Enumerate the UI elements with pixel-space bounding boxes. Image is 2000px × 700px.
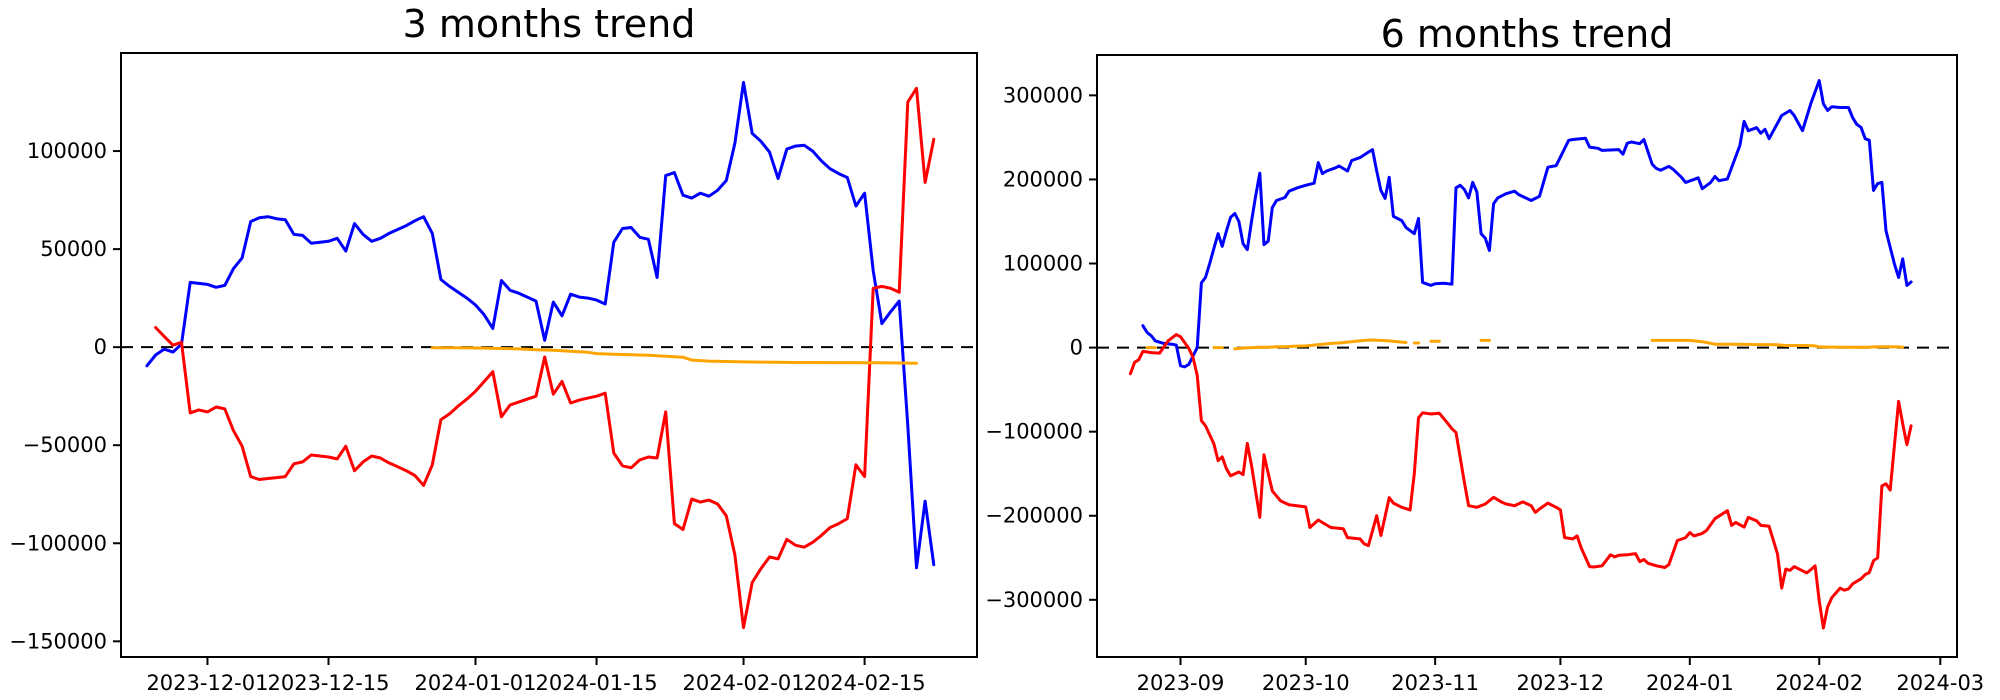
x-tick-label-6-months: 2023-11	[1391, 671, 1479, 695]
orange-series-line-6-months	[1233, 338, 1408, 351]
y-tick-label-3-months: −150000	[9, 629, 107, 653]
x-tick-label-6-months: 2023-10	[1262, 671, 1350, 695]
y-tick-label-6-months: 200000	[1003, 167, 1083, 191]
x-tick-label-6-months: 2024-02	[1775, 671, 1863, 695]
y-tick-label-3-months: −100000	[9, 531, 107, 555]
red-series-line-6-months	[1128, 333, 1913, 630]
x-tick-label-3-months: 2023-12-01	[146, 671, 268, 695]
orange-series-line-3-months	[430, 346, 918, 365]
x-tick-label-3-months: 2024-01-15	[536, 671, 658, 695]
x-tick-label-6-months: 2023-09	[1137, 671, 1225, 695]
blue-series-line-6-months	[1141, 79, 1913, 369]
x-tick-label-3-months: 2024-02-01	[683, 671, 805, 695]
y-tick-label-3-months: 100000	[27, 139, 107, 163]
x-tick-label-6-months: 2024-01	[1646, 671, 1734, 695]
chart-title-6-months: 6 months trend	[1380, 12, 1674, 56]
y-tick-label-6-months: 100000	[1003, 252, 1083, 276]
x-tick-label-3-months: 2023-12-15	[267, 671, 389, 695]
y-tick-label-6-months: −100000	[985, 420, 1083, 444]
orange-series-line-6-months	[1650, 338, 1905, 349]
red-series-line-3-months	[154, 86, 936, 630]
y-tick-label-6-months: −200000	[985, 504, 1083, 528]
chart-title-3-months: 3 months trend	[402, 2, 696, 46]
axes-frame-3-months	[120, 52, 978, 658]
axes-frame-6-months	[1096, 54, 1958, 658]
y-tick-label-3-months: −50000	[23, 433, 107, 457]
y-tick-label-3-months: 0	[94, 335, 107, 359]
blue-series-line-3-months	[145, 80, 936, 570]
x-tick-label-6-months: 2023-12	[1517, 671, 1605, 695]
y-tick-label-6-months: −300000	[985, 588, 1083, 612]
x-tick-label-3-months: 2024-02-15	[804, 671, 926, 695]
x-tick-label-6-months: 2024-03	[1896, 671, 1984, 695]
y-tick-label-6-months: 300000	[1003, 83, 1083, 107]
y-tick-label-3-months: 50000	[40, 237, 107, 261]
y-tick-label-6-months: 0	[1070, 336, 1083, 360]
x-tick-label-3-months: 2024-01-01	[414, 671, 536, 695]
